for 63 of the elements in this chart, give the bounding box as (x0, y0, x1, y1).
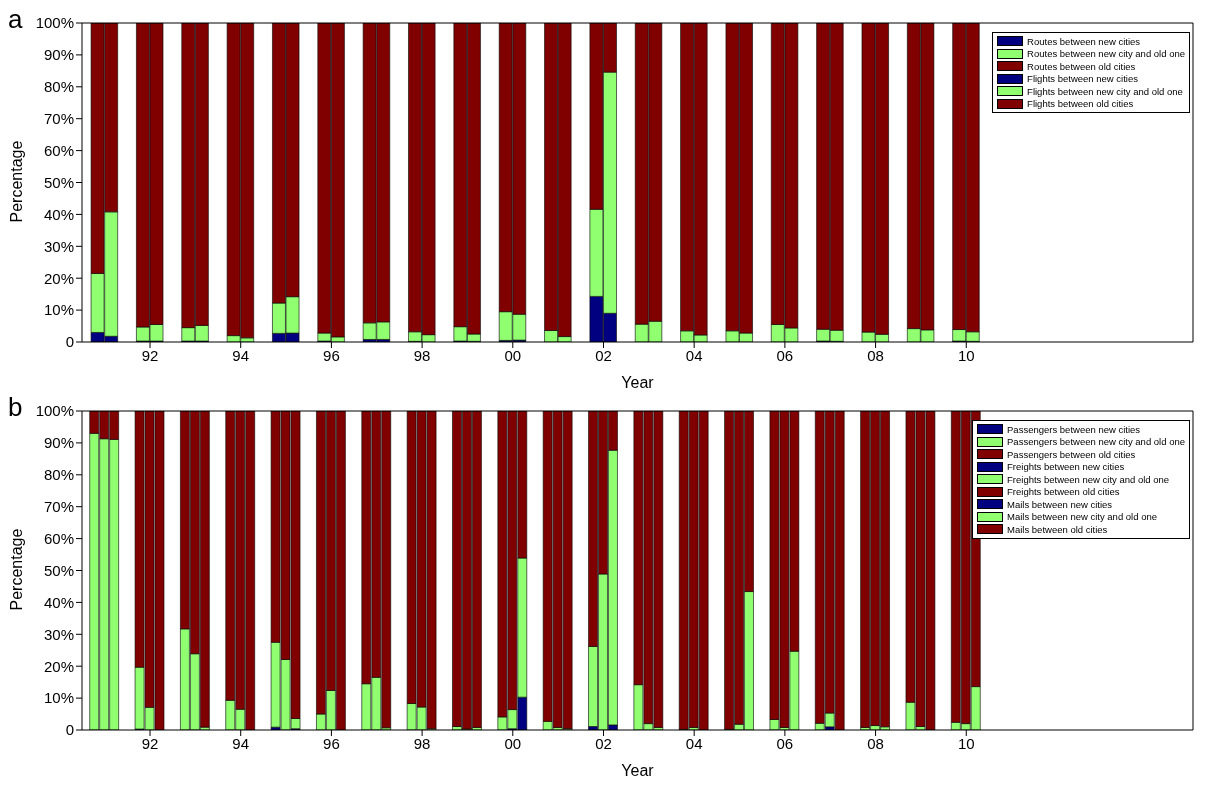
x-tick-label: 10 (957, 346, 975, 364)
y-tick-label: 50% (43, 561, 74, 579)
x-tick-label: 94 (232, 346, 250, 364)
y-tick-label: 10% (43, 301, 74, 319)
x-tick-label: 04 (685, 734, 703, 752)
chart-title: b (8, 392, 23, 422)
legend-label: Passengers between new cities (1007, 423, 1141, 435)
x-tick-label: 98 (413, 734, 431, 752)
legend-label: Freights between old cities (1007, 486, 1120, 498)
x-tick-label: 96 (323, 734, 340, 752)
x-tick-label: 08 (867, 346, 884, 364)
x-tick-label: 02 (595, 346, 612, 364)
x-tick-label: 94 (232, 734, 250, 752)
chart-title: a (8, 4, 23, 34)
legend-label: Mails between old cities (1007, 523, 1108, 535)
y-tick-label: 0 (65, 333, 74, 351)
x-tick-label: 00 (504, 346, 522, 364)
legend-label: Routes between new city and old one (1027, 48, 1185, 60)
y-axis-title: Percentage (7, 528, 25, 611)
legend-label: Passengers between new city and old one (1007, 436, 1185, 448)
y-tick-label: 80% (43, 78, 74, 96)
y-tick-label: 40% (43, 205, 74, 223)
x-tick-label: 92 (141, 734, 159, 752)
x-tick-label: 92 (141, 346, 159, 364)
y-tick-label: 90% (43, 434, 74, 452)
y-tick-label: 30% (43, 625, 74, 643)
x-axis-title: Year (621, 374, 655, 391)
y-tick-label: 70% (43, 110, 74, 128)
y-tick-label: 30% (43, 237, 74, 255)
y-tick-label: 70% (43, 498, 74, 516)
x-tick-label: 04 (685, 346, 703, 364)
x-axis-title: Year (621, 762, 655, 779)
legend-label: Freights between new cities (1007, 461, 1125, 473)
y-tick-label: 0 (65, 721, 74, 739)
y-tick-label: 100% (35, 14, 74, 32)
y-tick-label: 20% (43, 269, 74, 287)
legend-label: Flights between old cities (1027, 98, 1134, 110)
legend-label: Flights between new cities (1027, 73, 1138, 85)
x-tick-label: 06 (776, 346, 794, 364)
y-tick-label: 20% (43, 657, 74, 675)
legend-label: Mails between new cities (1007, 498, 1113, 510)
legend-label: Routes between new cities (1027, 35, 1141, 47)
y-tick-label: 60% (43, 141, 74, 159)
x-tick-label: 96 (323, 346, 340, 364)
legend-label: Passengers between old cities (1007, 448, 1136, 460)
x-tick-label: 00 (504, 734, 522, 752)
x-tick-label: 10 (957, 734, 975, 752)
legend-label: Routes between old cities (1027, 60, 1136, 72)
y-tick-label: 10% (43, 689, 74, 707)
legend-label: Freights between new city and old one (1007, 473, 1170, 485)
y-tick-label: 90% (43, 46, 74, 64)
y-tick-label: 100% (35, 402, 74, 420)
x-tick-label: 06 (776, 734, 794, 752)
legend-label: Mails between new city and old one (1007, 511, 1157, 523)
y-tick-label: 40% (43, 593, 74, 611)
y-tick-label: 50% (43, 173, 74, 191)
x-tick-label: 98 (413, 346, 431, 364)
y-tick-label: 60% (43, 529, 74, 547)
x-tick-label: 08 (867, 734, 884, 752)
legend-label: Flights between new city and old one (1027, 85, 1183, 97)
y-tick-label: 80% (43, 466, 74, 484)
y-axis-title: Percentage (7, 140, 25, 223)
x-tick-label: 02 (595, 734, 612, 752)
